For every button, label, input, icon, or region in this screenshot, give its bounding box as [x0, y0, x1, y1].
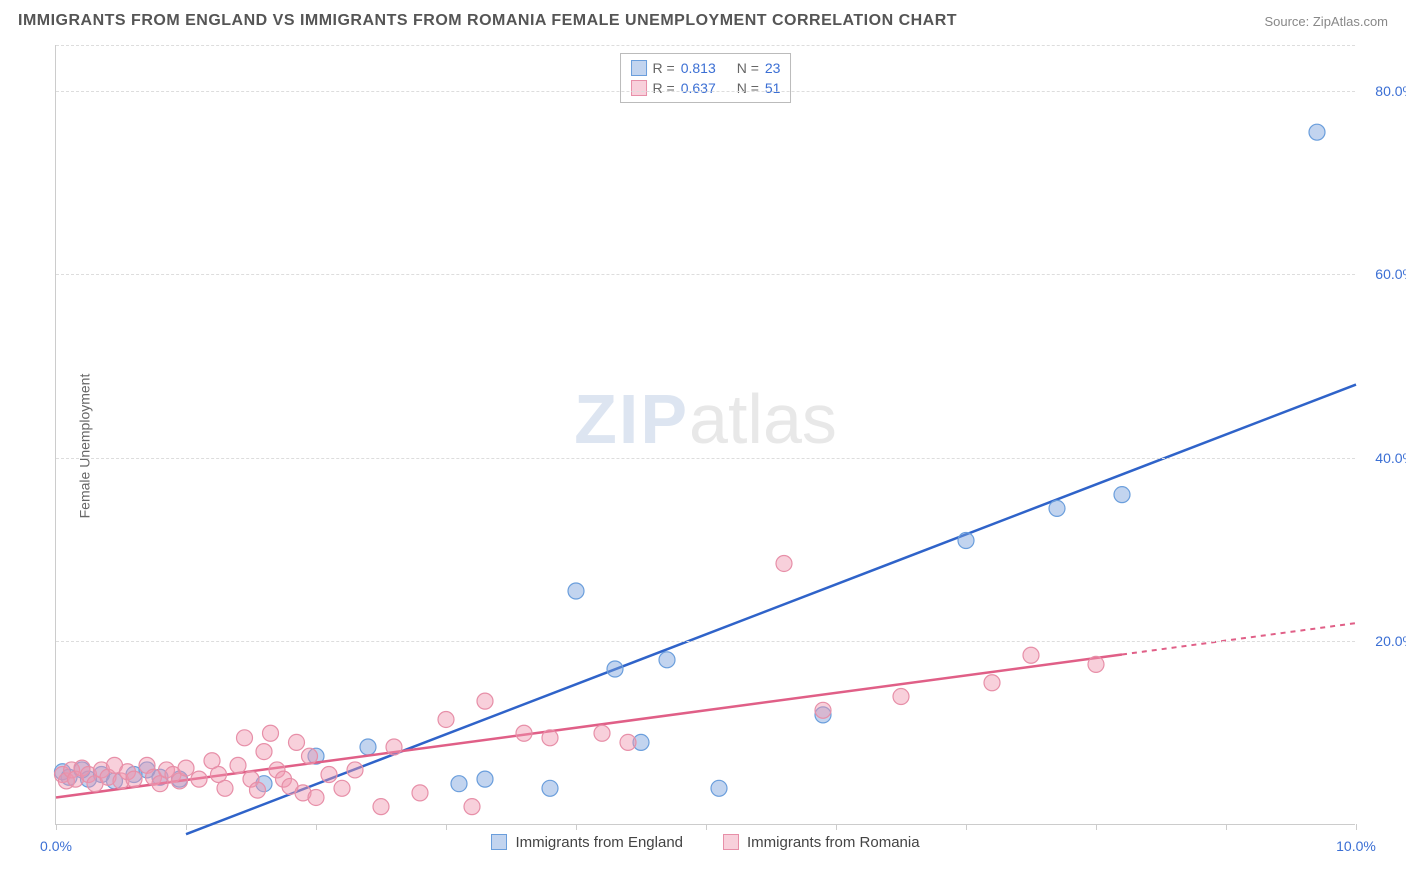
- data-point: [178, 760, 194, 776]
- x-tick: [316, 824, 317, 830]
- y-tick-label: 40.0%: [1375, 450, 1406, 466]
- data-point: [1088, 656, 1104, 672]
- grid-line: [56, 45, 1355, 46]
- trend-line-extrapolated: [1122, 623, 1356, 654]
- data-point: [347, 762, 363, 778]
- legend-r-label: R =: [653, 60, 675, 76]
- y-tick-label: 60.0%: [1375, 266, 1406, 282]
- x-tick: [1226, 824, 1227, 830]
- data-point: [438, 711, 454, 727]
- x-tick: [1356, 824, 1357, 830]
- data-point: [289, 734, 305, 750]
- data-point: [542, 780, 558, 796]
- data-point: [230, 757, 246, 773]
- x-tick: [836, 824, 837, 830]
- chart-plot-area: ZIPatlas R =0.813N =23R =0.637N =51 Immi…: [55, 45, 1355, 825]
- legend-n-label: N =: [737, 80, 759, 96]
- legend-n-label: N =: [737, 60, 759, 76]
- data-point: [568, 583, 584, 599]
- x-tick: [1096, 824, 1097, 830]
- legend-swatch: [631, 60, 647, 76]
- legend-stat-row: R = 0.637 N = 51: [631, 78, 781, 98]
- data-point: [191, 771, 207, 787]
- x-tick-label: 10.0%: [1336, 838, 1376, 854]
- data-point: [321, 767, 337, 783]
- data-point: [256, 744, 272, 760]
- x-tick: [706, 824, 707, 830]
- grid-line: [56, 641, 1355, 642]
- data-point: [360, 739, 376, 755]
- legend-r-value: 0.813: [681, 60, 731, 76]
- data-point: [412, 785, 428, 801]
- data-point: [984, 675, 1000, 691]
- data-point: [126, 771, 142, 787]
- data-point: [815, 702, 831, 718]
- x-tick-label: 0.0%: [40, 838, 72, 854]
- data-point: [263, 725, 279, 741]
- data-point: [334, 780, 350, 796]
- data-point: [958, 533, 974, 549]
- legend-swatch: [723, 834, 739, 850]
- legend-swatch: [631, 80, 647, 96]
- grid-line: [56, 458, 1355, 459]
- legend-item: Immigrants from Romania: [723, 834, 920, 851]
- y-tick-label: 20.0%: [1375, 633, 1406, 649]
- x-tick: [576, 824, 577, 830]
- data-point: [893, 689, 909, 705]
- data-point: [594, 725, 610, 741]
- data-point: [217, 780, 233, 796]
- data-point: [477, 693, 493, 709]
- legend-label: Immigrants from England: [515, 834, 683, 851]
- x-tick: [966, 824, 967, 830]
- grid-line: [56, 91, 1355, 92]
- series-legend: Immigrants from England Immigrants from R…: [56, 834, 1355, 855]
- data-point: [1023, 647, 1039, 663]
- data-point: [711, 780, 727, 796]
- y-tick-label: 80.0%: [1375, 83, 1406, 99]
- legend-r-value: 0.637: [681, 80, 731, 96]
- data-point: [1049, 500, 1065, 516]
- data-point: [386, 739, 402, 755]
- data-point: [620, 734, 636, 750]
- data-point: [1114, 487, 1130, 503]
- legend-swatch: [491, 834, 507, 850]
- data-point: [1309, 124, 1325, 140]
- data-point: [464, 799, 480, 815]
- legend-r-label: R =: [653, 80, 675, 96]
- data-point: [373, 799, 389, 815]
- legend-item: Immigrants from England: [491, 834, 683, 851]
- x-tick: [186, 824, 187, 830]
- legend-n-value: 23: [765, 60, 781, 76]
- data-point: [250, 782, 266, 798]
- data-point: [516, 725, 532, 741]
- data-point: [302, 748, 318, 764]
- chart-title: IMMIGRANTS FROM ENGLAND VS IMMIGRANTS FR…: [18, 12, 957, 30]
- correlation-legend: R = 0.813 N = 23 R = 0.637 N = 51: [620, 53, 792, 103]
- data-point: [308, 789, 324, 805]
- data-point: [451, 776, 467, 792]
- grid-line: [56, 274, 1355, 275]
- data-point: [542, 730, 558, 746]
- legend-label: Immigrants from Romania: [747, 834, 920, 851]
- data-point: [237, 730, 253, 746]
- data-point: [477, 771, 493, 787]
- data-point: [607, 661, 623, 677]
- chart-svg: [56, 45, 1355, 824]
- data-point: [776, 555, 792, 571]
- source-label: Source: ZipAtlas.com: [1264, 14, 1388, 29]
- data-point: [659, 652, 675, 668]
- legend-n-value: 51: [765, 80, 781, 96]
- x-tick: [56, 824, 57, 830]
- x-tick: [446, 824, 447, 830]
- legend-stat-row: R = 0.813 N = 23: [631, 58, 781, 78]
